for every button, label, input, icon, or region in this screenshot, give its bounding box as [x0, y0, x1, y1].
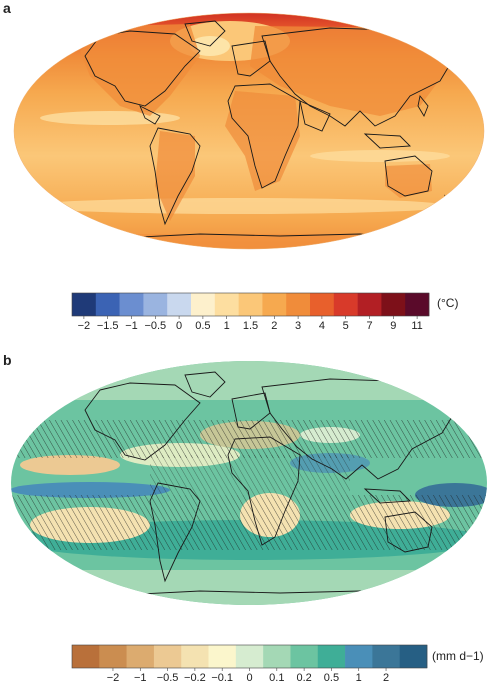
temperature-colorbar-swatch-0 [72, 293, 97, 316]
temperature-colorbar-frame [71, 292, 430, 317]
precipitation-colorbar-swatch-9 [317, 645, 346, 668]
precipitation-colorbar-swatch-0 [72, 645, 100, 668]
precipitation-colorbar-swatch-2 [126, 645, 155, 668]
temperature-colorbar-tick-label-8: 2 [271, 320, 277, 332]
precipitation-colorbar-tick-label-4: −0.1 [211, 672, 233, 684]
precipitation-colorbar-tick-label-3: −0.2 [184, 672, 206, 684]
temperature-colorbar-swatch-7 [238, 293, 263, 316]
precipitation-colorbar-swatch-11 [372, 645, 400, 668]
precipitation-change-map [11, 361, 487, 605]
precipitation-colorbar-swatch-3 [153, 645, 182, 668]
precipitation-unit-label: (mm d−1) [432, 649, 484, 663]
temperature-colorbar-swatch-8 [262, 293, 287, 316]
precipitation-colorbar-swatch-12 [399, 645, 428, 668]
precipitation-colorbar-tick-label-8: 0.5 [324, 672, 339, 684]
temperature-colorbar-tick-label-13: 9 [390, 320, 396, 332]
precipitation-colorbar-tick-label-1: −1 [134, 672, 147, 684]
temperature-colorbar-tick-label-6: 1 [224, 320, 230, 332]
precipitation-colorbar-tick-label-0: −2 [107, 672, 120, 684]
precipitation-colorbar-swatch-7 [263, 645, 291, 668]
temperature-colorbar-swatch-9 [286, 293, 311, 316]
panel-a-label: a [3, 0, 11, 16]
temperature-colorbar-swatch-4 [167, 293, 192, 316]
precipitation-colorbar-tick-label-2: −0.5 [157, 672, 179, 684]
temperature-colorbar-swatch-13 [381, 293, 406, 316]
temperature-colorbar-tick-label-11: 5 [343, 320, 349, 332]
precipitation-colorbar-swatch-6 [235, 645, 264, 668]
temperature-colorbar-swatch-11 [333, 293, 358, 316]
temperature-colorbar-tick-label-3: −0.5 [144, 320, 166, 332]
temperature-colorbar-tick-label-2: −1 [125, 320, 138, 332]
temperature-colorbar-tick-label-10: 4 [319, 320, 325, 332]
temperature-colorbar-swatch-10 [310, 293, 335, 316]
precipitation-colorbar-tick-label-6: 0.1 [269, 672, 284, 684]
temperature-unit-label: (°C) [437, 296, 458, 310]
precipitation-colorbar-swatch-1 [99, 645, 127, 668]
temperature-colorbar-swatch-3 [143, 293, 168, 316]
temperature-colorbar-swatch-14 [405, 293, 430, 316]
precipitation-colorbar-swatch-8 [290, 645, 319, 668]
temperature-colorbar-swatch-6 [214, 293, 239, 316]
temperature-colorbar-swatch-12 [357, 293, 382, 316]
temperature-colorbar-swatch-2 [119, 293, 144, 316]
temperature-colorbar-swatch-1 [95, 293, 120, 316]
precipitation-colorbar-frame [71, 644, 428, 669]
precipitation-colorbar-swatch-10 [345, 645, 373, 668]
temperature-colorbar-tick-label-4: 0 [176, 320, 182, 332]
temperature-colorbar-tick-label-1: −1.5 [97, 320, 119, 332]
precipitation-colorbar-tick-label-9: 1 [356, 672, 362, 684]
temperature-colorbar-tick-label-9: 3 [295, 320, 301, 332]
temperature-colorbar-tick-label-12: 7 [366, 320, 372, 332]
precipitation-colorbar-tick-label-5: 0 [246, 672, 252, 684]
temperature-colorbar-tick-label-5: 0.5 [195, 320, 210, 332]
temperature-colorbar-tick-label-7: 1.5 [243, 320, 258, 332]
precipitation-colorbar-swatch-4 [181, 645, 209, 668]
temperature-colorbar-tick-label-14: 11 [411, 320, 422, 332]
precipitation-colorbar-tick-label-7: 0.2 [296, 672, 311, 684]
temperature-change-map [13, 12, 485, 250]
precipitation-colorbar-tick-label-10: 2 [383, 672, 389, 684]
precipitation-colorbar-swatch-5 [208, 645, 237, 668]
temperature-colorbar-tick-label-0: −2 [78, 320, 91, 332]
temperature-colorbar-swatch-5 [191, 293, 216, 316]
panel-b-label: b [3, 352, 12, 368]
